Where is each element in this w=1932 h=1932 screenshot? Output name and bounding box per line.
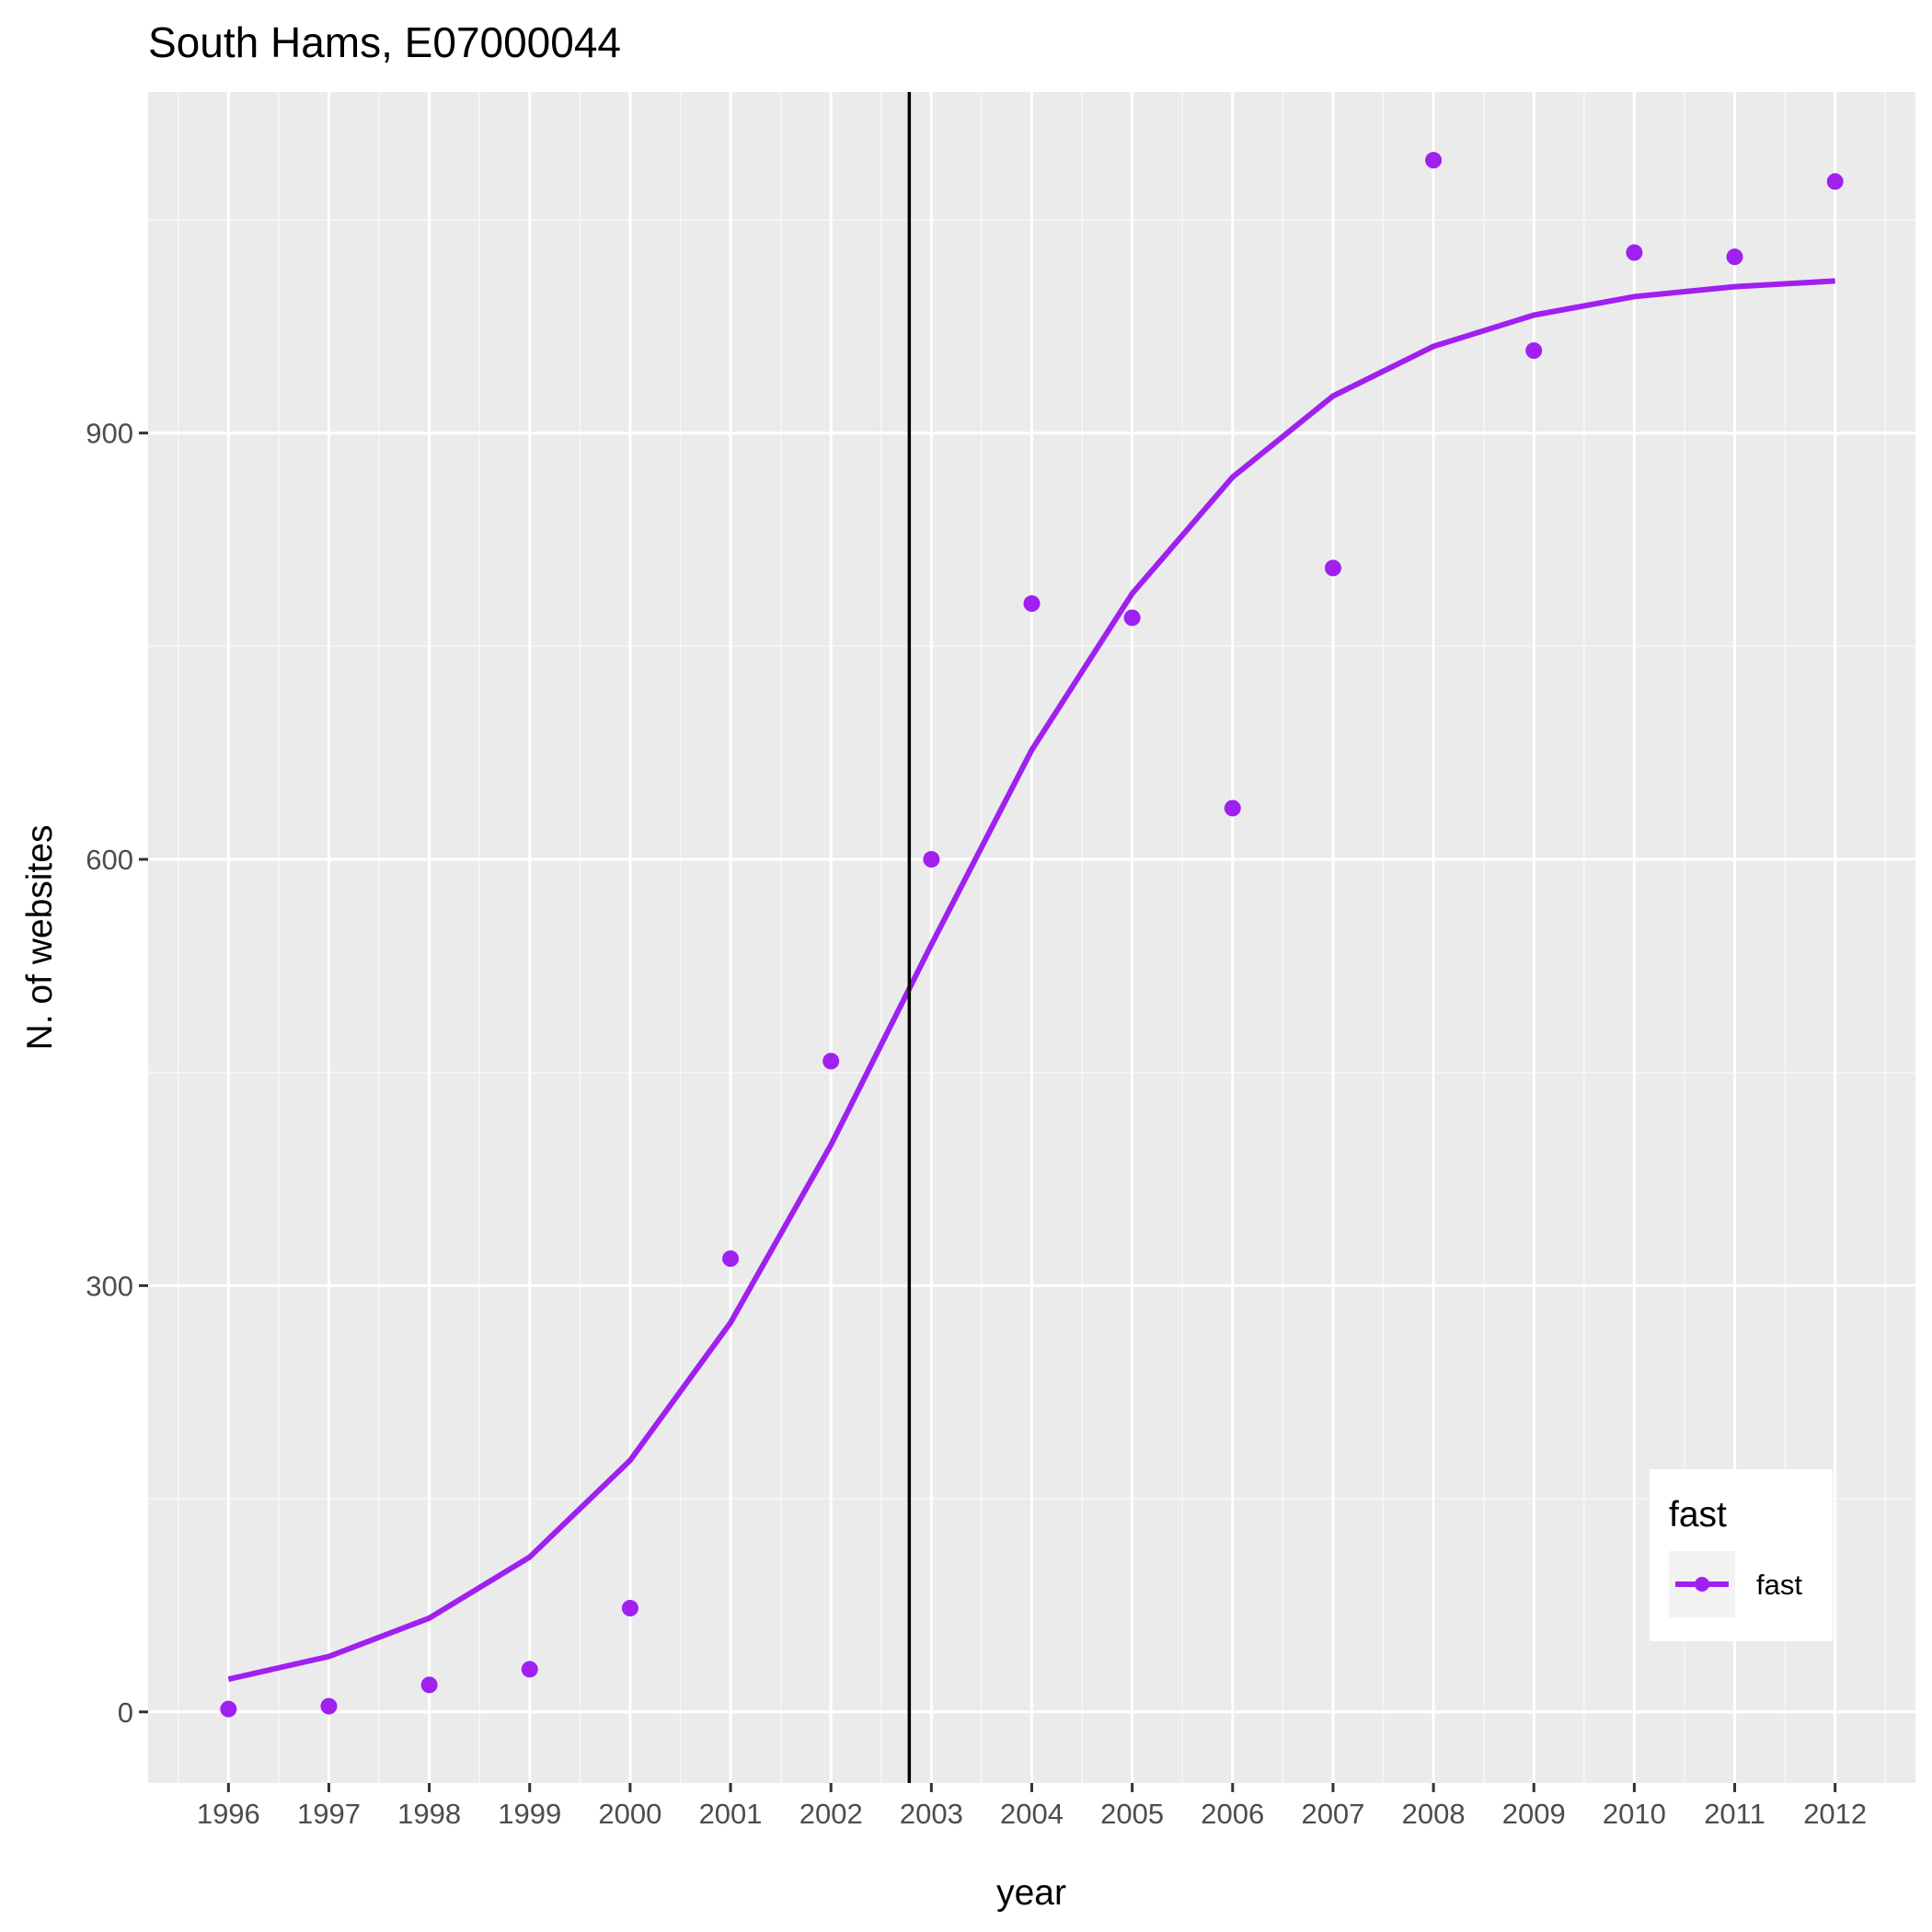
- y-tick-labels: 0 300 600 900: [86, 418, 133, 1729]
- data-point-1997: [320, 1697, 338, 1715]
- y-tick-label-300: 300: [86, 1270, 133, 1302]
- legend-title: fast: [1669, 1495, 1727, 1535]
- y-tick-label-600: 600: [86, 844, 133, 876]
- x-tick-label-2001: 2001: [699, 1798, 763, 1830]
- y-tick-label-900: 900: [86, 418, 133, 450]
- data-point-2002: [822, 1052, 840, 1070]
- x-tick-label-1999: 1999: [498, 1798, 561, 1830]
- legend: fast fast: [1650, 1469, 1833, 1641]
- x-axis-title: year: [996, 1873, 1066, 1913]
- data-point-2008: [1425, 152, 1443, 169]
- chart-title: South Hams, E07000044: [148, 18, 621, 66]
- x-tick-label-2004: 2004: [1000, 1798, 1064, 1830]
- x-tick-label-2012: 2012: [1803, 1798, 1867, 1830]
- x-tick-label-2006: 2006: [1201, 1798, 1264, 1830]
- x-tick-label-2009: 2009: [1502, 1798, 1566, 1830]
- points-layer: [220, 152, 1844, 1718]
- x-tick-labels: 1996 1997 1998 1999 2000 2001 2002 2003 2004 2005…: [197, 1798, 1867, 1830]
- y-axis-title: N. of websites: [20, 825, 60, 1051]
- x-tick-label-2000: 2000: [598, 1798, 661, 1830]
- data-point-2011: [1726, 248, 1743, 266]
- data-point-1998: [420, 1676, 438, 1694]
- data-point-2004: [1023, 595, 1041, 613]
- data-point-1996: [220, 1700, 237, 1718]
- data-point-2010: [1626, 244, 1643, 261]
- x-tick-label-1997: 1997: [297, 1798, 361, 1830]
- x-tick-label-2003: 2003: [900, 1798, 963, 1830]
- data-point-2006: [1224, 799, 1241, 817]
- x-tick-label-2005: 2005: [1100, 1798, 1164, 1830]
- major-gridlines: [148, 92, 1915, 1783]
- data-point-2000: [621, 1600, 638, 1617]
- x-tick-label-2002: 2002: [799, 1798, 863, 1830]
- data-point-2005: [1123, 609, 1141, 627]
- axis-ticks: [139, 431, 1837, 1792]
- data-point-2007: [1324, 559, 1341, 577]
- x-tick-label-2007: 2007: [1301, 1798, 1364, 1830]
- legend-entry-fast: fast: [1756, 1569, 1802, 1601]
- data-point-2012: [1826, 173, 1844, 190]
- x-tick-label-1996: 1996: [197, 1798, 260, 1830]
- data-point-1999: [521, 1661, 538, 1678]
- x-tick-label-2011: 2011: [1704, 1798, 1765, 1830]
- x-tick-label-1998: 1998: [397, 1798, 461, 1830]
- data-point-2003: [923, 851, 940, 868]
- y-tick-label-0: 0: [118, 1696, 133, 1729]
- fit-layer: [227, 278, 1835, 1683]
- x-tick-label-2008: 2008: [1402, 1798, 1466, 1830]
- data-point-2009: [1525, 342, 1543, 360]
- data-point-2001: [722, 1250, 740, 1268]
- fit-line-fast: [227, 278, 1835, 1683]
- legend-key-point: [1695, 1577, 1709, 1592]
- x-tick-label-2010: 2010: [1603, 1798, 1666, 1830]
